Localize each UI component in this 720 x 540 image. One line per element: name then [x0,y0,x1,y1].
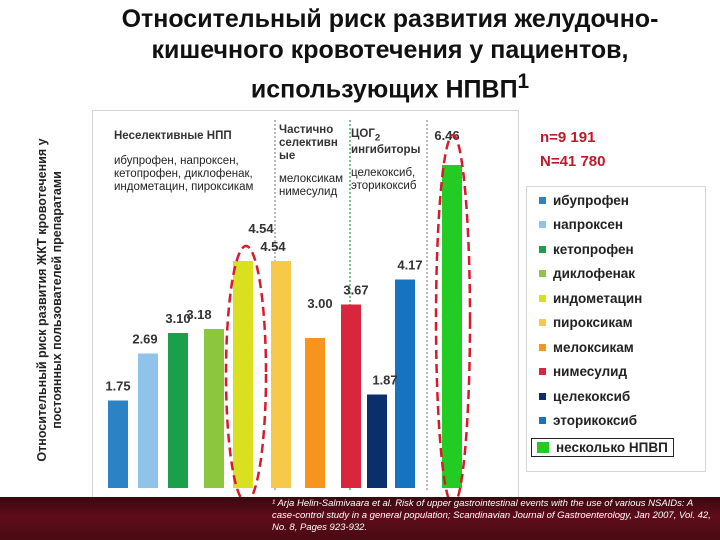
bar-6 [271,261,291,488]
bar-3 [168,333,188,488]
stat-n-small: n=9 191 [540,129,596,146]
legend-label: несколько НПВП [556,440,668,455]
bar-11 [442,165,462,488]
legend-label: ибупрофен [553,192,629,208]
legend-label: индометацин [553,290,643,306]
group-partial-members: мелоксикам нимесулид [279,173,344,198]
slide-title-text: Относительный риск развития желудочно-ки… [121,5,659,104]
bar-7 [305,338,325,488]
legend-item: ибупрофен [539,191,629,209]
legend-label: целекоксиб [553,388,631,404]
bars [108,165,462,488]
legend-item: эторикоксиб [539,412,637,430]
bar-value-label-5: 4.54 [248,221,274,236]
legend-swatch [539,343,546,351]
bar-value-label-1: 1.75 [105,379,130,394]
stat-n-large: N=41 780 [540,153,606,170]
bar-labels: 1.75 2.69 3.103.18 4.54 4.54 3.00 3.67 1.87 4.17… [105,128,459,394]
bar-value-label-9: 1.87 [372,373,397,388]
legend-label: пироксикам [553,315,633,330]
legend-swatch [539,294,546,302]
bar-5 [233,261,253,488]
chart-legend: ибупрофен напроксен кетопрофен диклофенак ин… [526,186,706,472]
legend-item: кетопрофен [539,240,634,258]
legend-swatch [539,196,546,204]
bar-10 [395,279,415,488]
slide-title: Относительный риск развития желудочно-ки… [60,4,720,105]
footer-band [0,497,720,540]
legend-item: диклофенак [539,265,635,283]
bar-value-label-11: 6.46 [434,128,459,143]
bar-2 [138,353,158,488]
group-nonselective-members: ибупрофен, напроксен, кетопрофен, диклоф… [114,155,254,193]
bar-value-label-3: 3.10 [165,311,190,326]
group-cox2-title: ЦОГ2 ингибиторы [351,128,437,157]
bar-value-label-4: 3.18 [186,307,211,322]
bar-8 [341,304,361,488]
bar-value-label-2: 2.69 [132,332,157,347]
legend-swatch [539,368,546,375]
legend-swatch [539,245,546,253]
group-nonselective-title: Неселективные НПП [114,130,232,142]
bar-value-label-6: 4.54 [260,239,286,254]
group-cox2-members: целекоксиб, эторикоксиб [351,167,417,193]
bar-1 [108,400,128,488]
legend-swatch [537,442,549,453]
bar-4 [204,329,224,488]
legend-item: индометацин [539,289,642,307]
legend-swatch [539,221,546,228]
group-cox2-title-rest: ингибиторы [351,144,421,157]
footnote: ¹ Arja Helin-Salmivaara et al. Risk of u… [272,498,711,533]
legend-swatch [539,270,546,277]
legend-label: кетопрофен [553,241,634,257]
legend-item: нимесулид [539,363,627,381]
group-nonselective: Неселективные НПП ибупрофен, напроксен, … [114,130,264,194]
group-cox2-title-sub: 2 [374,132,381,144]
legend-swatch [539,319,546,326]
group-partial: Частично селективн ые мелоксикам нимесул… [279,124,347,199]
bar-value-label-10: 4.17 [397,258,422,273]
group-partial-title: Частично селективн ые [279,124,338,162]
group-cox2-title-text: ЦОГ [351,128,375,140]
legend-item: напроксен [539,216,623,234]
legend-swatch [539,417,546,424]
bar-value-label-8: 3.67 [343,283,368,298]
legend-label: напроксен [553,217,624,232]
legend-item: несколько НПВП [531,438,674,457]
legend-swatch [539,392,546,400]
title-footnote-marker: 1 [517,70,530,93]
legend-label: диклофенак [553,266,635,281]
legend-item: пироксикам [539,314,633,332]
legend-label: эторикоксиб [553,413,638,428]
legend-item: целекоксиб [539,387,630,405]
legend-item: мелоксикам [539,338,634,356]
group-cox2: ЦОГ2 ингибиторы целекоксиб, эторикоксиб [351,128,437,193]
bar-value-label-7: 3.00 [307,296,332,311]
legend-label: мелоксикам [553,339,634,355]
bar-9 [367,394,387,488]
legend-label: нимесулид [553,364,628,379]
